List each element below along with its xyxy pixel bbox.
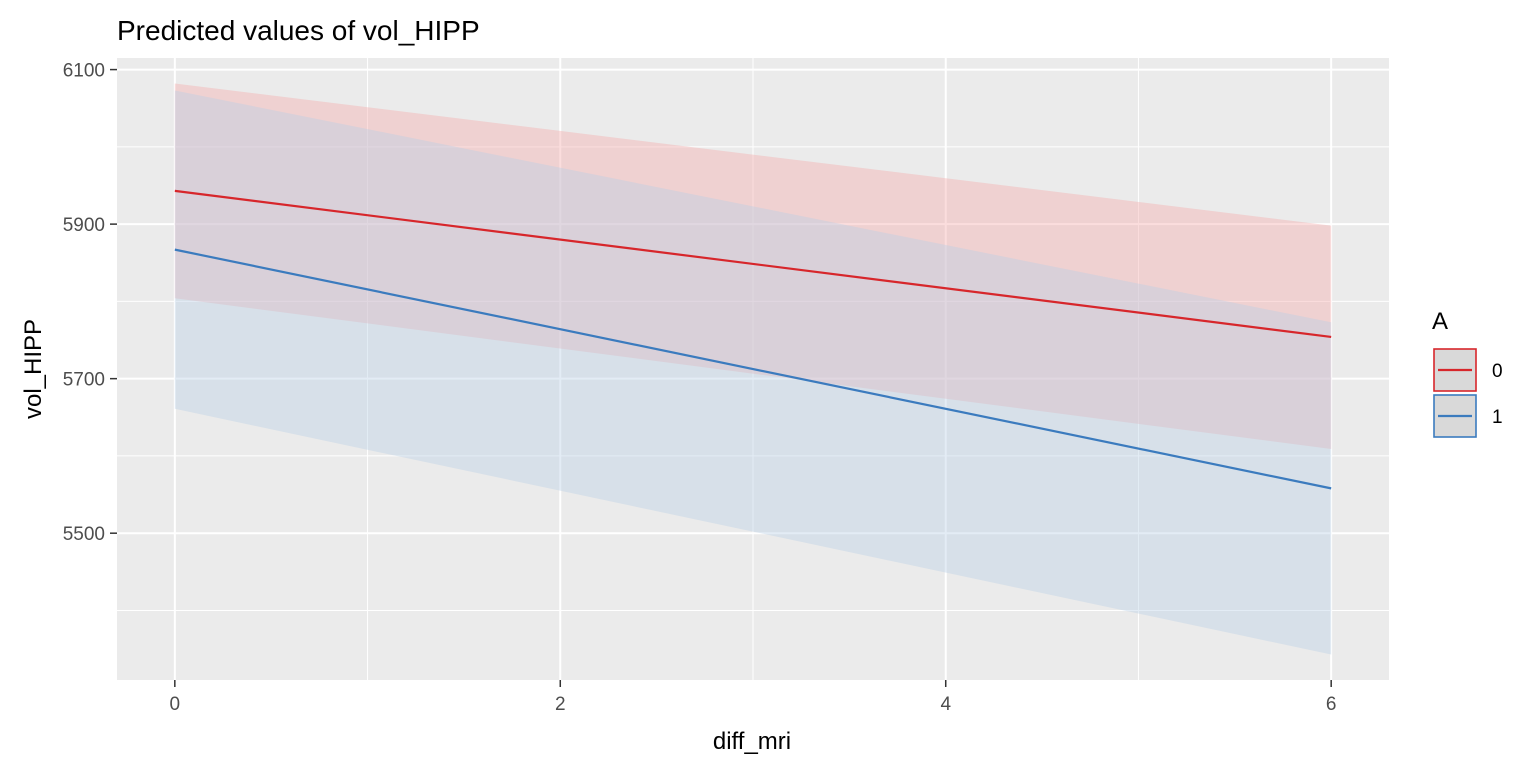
legend-title: A [1432,308,1448,335]
y-tick-label: 5500 [63,524,105,545]
y-tick-label: 5900 [63,215,105,236]
y-tick-label: 6100 [63,61,105,82]
x-tick-label: 4 [940,694,951,715]
confidence-bands [174,83,1332,655]
x-tick-label: 2 [555,694,566,715]
legend-label-1: 1 [1492,407,1503,428]
grid-major [117,58,1389,680]
legend: A 0 1 [1432,308,1503,438]
y-axis-ticks: 5500 5700 5900 6100 [63,61,117,545]
x-axis-ticks: 0 2 4 6 [170,680,1337,715]
x-tick-label: 0 [170,694,181,715]
legend-label-0: 0 [1492,361,1503,382]
confidence-band-0 [174,83,1332,449]
series-line-1 [174,248,1332,490]
x-tick-label: 6 [1326,694,1337,715]
series-line-0 [174,189,1332,339]
x-axis-title: diff_mri [713,728,791,755]
series-lines [174,189,1332,490]
y-axis-title: vol_HIPP [20,319,47,419]
confidence-band-1 [174,90,1332,655]
y-tick-label: 5700 [63,370,105,391]
chart-title: Predicted values of vol_HIPP [117,15,480,46]
